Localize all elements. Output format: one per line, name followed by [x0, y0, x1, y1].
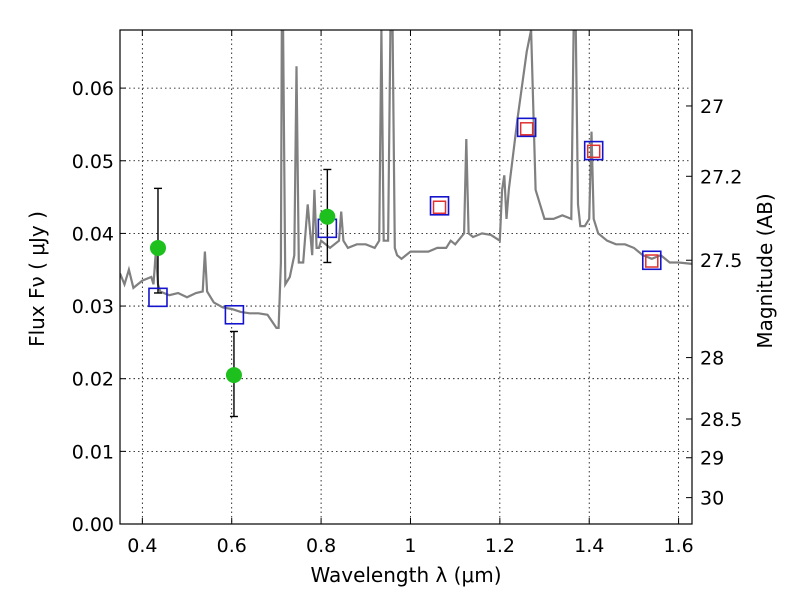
model-point-blue — [148, 287, 168, 308]
model-point-blue — [583, 140, 604, 161]
magnitude-tick-label: 28.5 — [700, 409, 742, 431]
model-point-blue — [224, 304, 245, 325]
magnitude-tick-label: 27.5 — [700, 250, 742, 272]
magnitude-tick-label: 29 — [700, 448, 724, 470]
y-axis-label: Flux Fν ( μJy ) — [25, 211, 49, 347]
model-point-blue — [516, 117, 537, 138]
observed-point — [149, 239, 166, 256]
y-tick-label: 0.00 — [72, 514, 114, 536]
magnitude-axis-label: Magnitude (AB) — [753, 193, 777, 348]
y-tick-label: 0.01 — [72, 441, 114, 463]
observed-point — [319, 208, 336, 225]
magnitude-tick-label: 27.2 — [700, 166, 742, 188]
x-tick-label: 0.6 — [217, 535, 247, 557]
y-tick-label: 0.04 — [72, 223, 114, 245]
x-tick-label: 1 — [404, 535, 416, 557]
x-tick-label: 0.8 — [306, 535, 336, 557]
x-axis-label: Wavelength λ (μm) — [310, 563, 501, 587]
plot-series — [120, 30, 692, 418]
spectrum-line — [120, 30, 692, 329]
model-point-red — [519, 122, 534, 136]
x-tick-label: 1.2 — [485, 535, 515, 557]
y-tick-label: 0.03 — [72, 296, 114, 318]
y-tick-label: 0.02 — [72, 369, 114, 391]
y-tick-label: 0.06 — [72, 78, 114, 100]
plot-frame — [119, 29, 693, 525]
x-tick-label: 1.6 — [663, 535, 693, 557]
magnitude-tick-label: 30 — [700, 488, 724, 510]
model-point-red — [645, 254, 659, 268]
model-point-red — [586, 144, 601, 159]
y-tick-label: 0.05 — [72, 151, 114, 173]
model-point-red — [432, 200, 447, 215]
model-point-blue — [429, 196, 450, 216]
x-tick-label: 1.4 — [574, 535, 604, 557]
model-point-blue — [641, 250, 662, 271]
observed-point — [225, 367, 242, 384]
magnitude-tick-label: 27 — [700, 96, 724, 118]
magnitude-tick-label: 28 — [700, 348, 724, 370]
x-tick-label: 0.4 — [127, 535, 157, 557]
axis-ticks: 0.4 0.6 0.8 1 1.2 1.4 1.6 0.00 0.01 0.02 0.03 0.04 0… — [72, 30, 742, 557]
